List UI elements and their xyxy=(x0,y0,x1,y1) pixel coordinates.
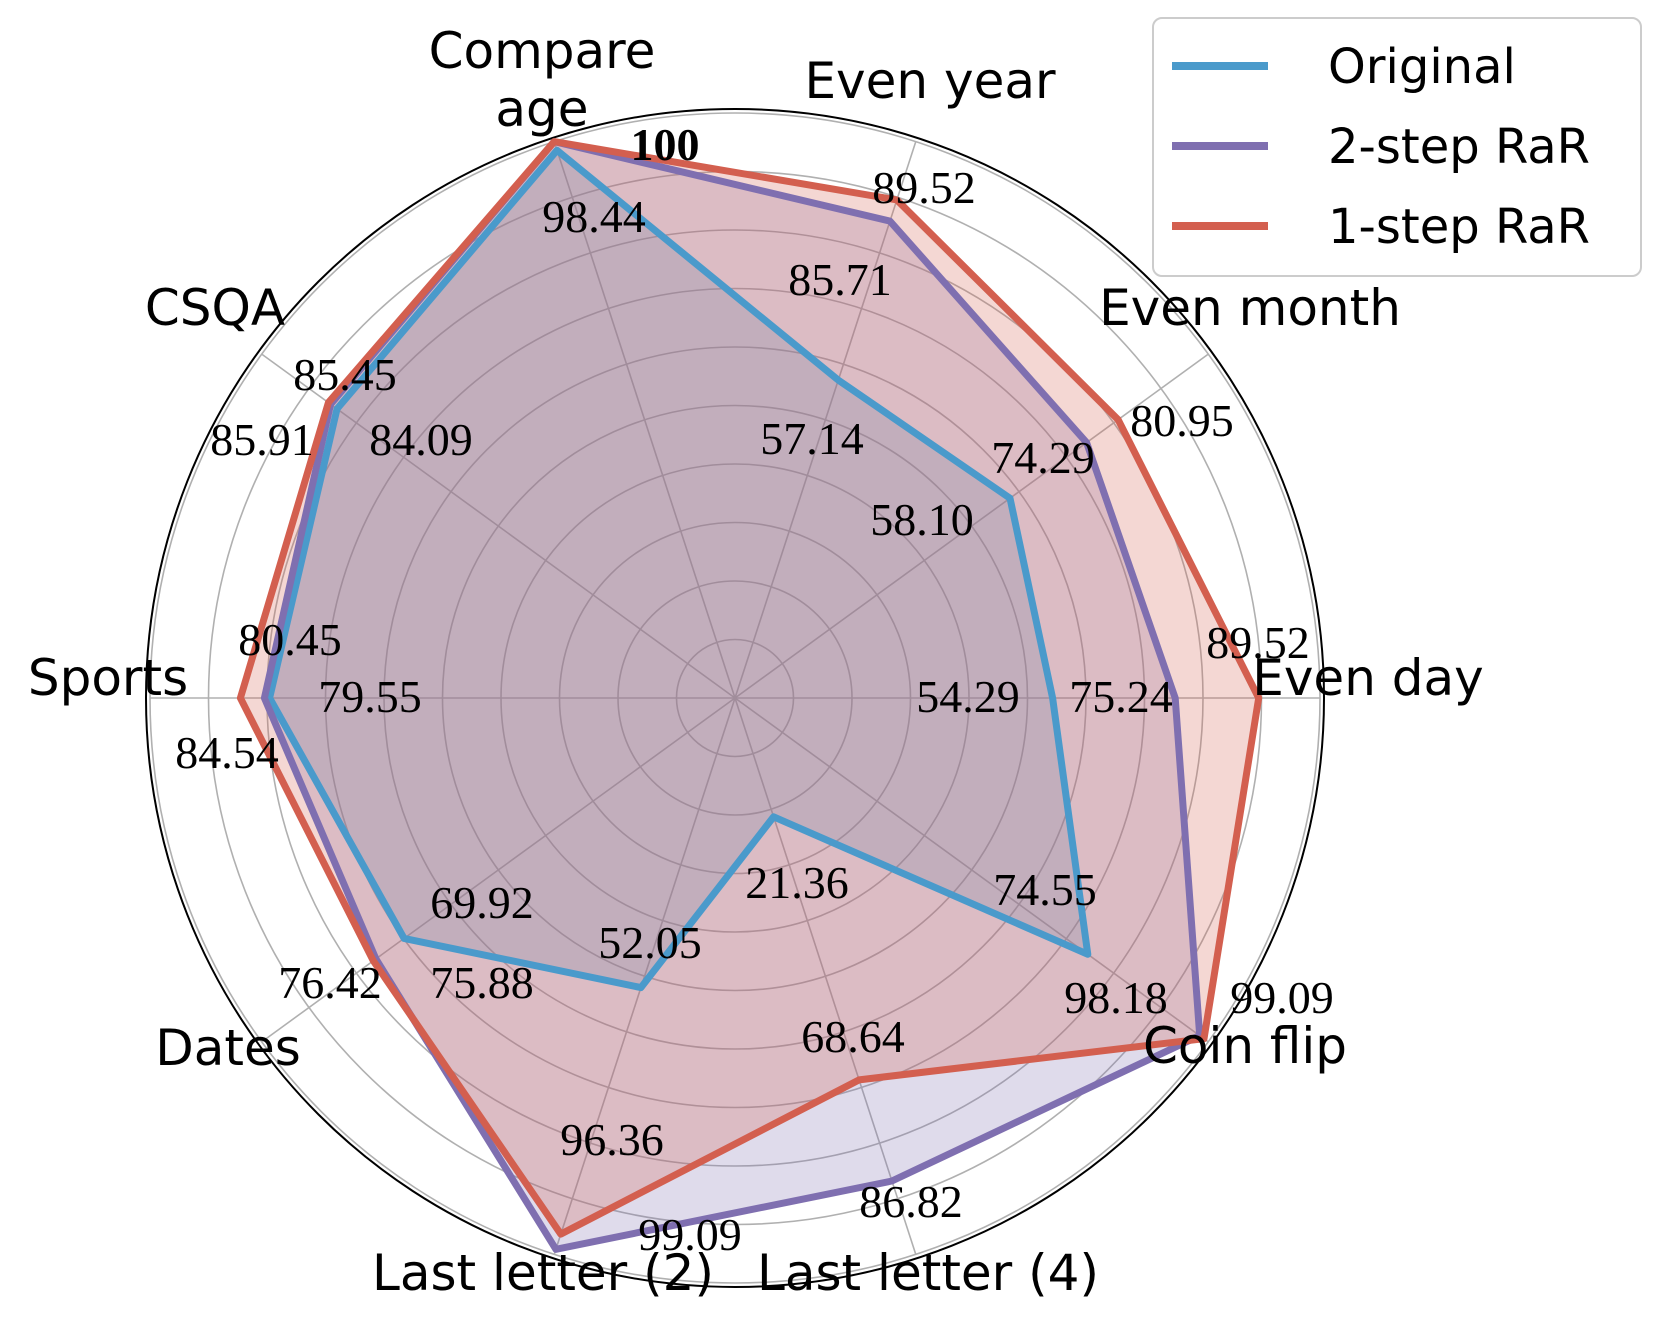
grid-spoke xyxy=(734,353,1209,699)
outer-frame xyxy=(145,108,1325,1288)
value-label: 96.36 xyxy=(560,1114,664,1165)
value-label: 84.54 xyxy=(175,727,279,778)
grid-spoke xyxy=(553,697,736,1255)
series-fill-2-step-rar xyxy=(264,141,1200,1250)
legend-label: 2-step RaR xyxy=(1328,119,1590,175)
value-label: 52.05 xyxy=(598,917,702,968)
value-label: 57.14 xyxy=(760,413,864,464)
series-line-1-step-rar xyxy=(236,138,1263,1238)
series-fills xyxy=(240,141,1259,1250)
value-label: 98.18 xyxy=(1064,972,1168,1023)
grid-spoke xyxy=(734,697,917,1255)
value-label: 58.10 xyxy=(870,494,974,545)
grid-spoke xyxy=(734,697,1209,1043)
grid-spoke xyxy=(261,697,736,1043)
value-labels: 54.29 75.24 89.52 58.10 74.29 80.95 57.14 85.71… xyxy=(175,119,1334,1260)
legend: Original 2-step RaR 1-step RaR xyxy=(1152,17,1642,277)
value-label: 76.42 xyxy=(278,957,382,1008)
series-line-2-step-rar xyxy=(260,138,1204,1253)
grid-spoke xyxy=(734,141,917,699)
axis-label-sports: Sports xyxy=(28,649,188,707)
grid-spoke xyxy=(553,141,736,699)
value-label: 54.29 xyxy=(916,671,1020,722)
value-label: 86.82 xyxy=(859,1176,963,1227)
axis-label-last-letter-2-: Last letter (2) xyxy=(372,1244,714,1302)
axis-label-even-month: Even month xyxy=(1099,279,1401,337)
value-label: 80.95 xyxy=(1130,395,1234,446)
value-label: 89.52 xyxy=(1206,617,1310,668)
axis-label-coin-flip: Coin flip xyxy=(1143,1017,1347,1075)
value-label: 85.91 xyxy=(210,414,314,465)
value-label: 74.29 xyxy=(991,432,1095,483)
series-fill-1-step-rar xyxy=(240,141,1259,1235)
value-label: 85.45 xyxy=(293,349,397,400)
value-label: 75.24 xyxy=(1069,671,1173,722)
value-label: 98.44 xyxy=(542,191,646,242)
value-label: 79.55 xyxy=(318,671,422,722)
value-label: 100 xyxy=(631,119,700,170)
value-label: 89.52 xyxy=(872,162,976,213)
value-label: 69.92 xyxy=(430,877,534,928)
axis-label-even-year: Even year xyxy=(804,52,1056,110)
value-label: 80.45 xyxy=(238,614,342,665)
legend-label: Original xyxy=(1328,39,1516,95)
legend-label: 1-step RaR xyxy=(1328,199,1590,255)
axis-label-compare-age: Compare age xyxy=(429,22,656,138)
legend-box xyxy=(1152,17,1642,277)
value-label: 99.09 xyxy=(638,1209,742,1260)
grid-spoke xyxy=(261,353,736,699)
series-line-original xyxy=(266,146,1092,992)
axis-label-dates: Dates xyxy=(155,1019,301,1077)
axis-label-last-letter-4-: Last letter (4) xyxy=(757,1244,1099,1302)
series-lines xyxy=(236,138,1263,1253)
axis-label-csqa: CSQA xyxy=(145,279,285,337)
value-label: 99.09 xyxy=(1230,972,1334,1023)
value-label: 68.64 xyxy=(801,1011,905,1062)
value-label: 84.09 xyxy=(369,414,473,465)
axis-label-even-day: Even day xyxy=(1252,649,1484,707)
value-label: 21.36 xyxy=(745,857,849,908)
value-label: 85.71 xyxy=(788,254,892,305)
value-label: 75.88 xyxy=(430,957,534,1008)
axis-labels: Even day Even month Even year Compare age CSQ… xyxy=(28,22,1484,1302)
series-fill-original xyxy=(269,150,1088,988)
value-label: 74.55 xyxy=(993,864,1097,915)
